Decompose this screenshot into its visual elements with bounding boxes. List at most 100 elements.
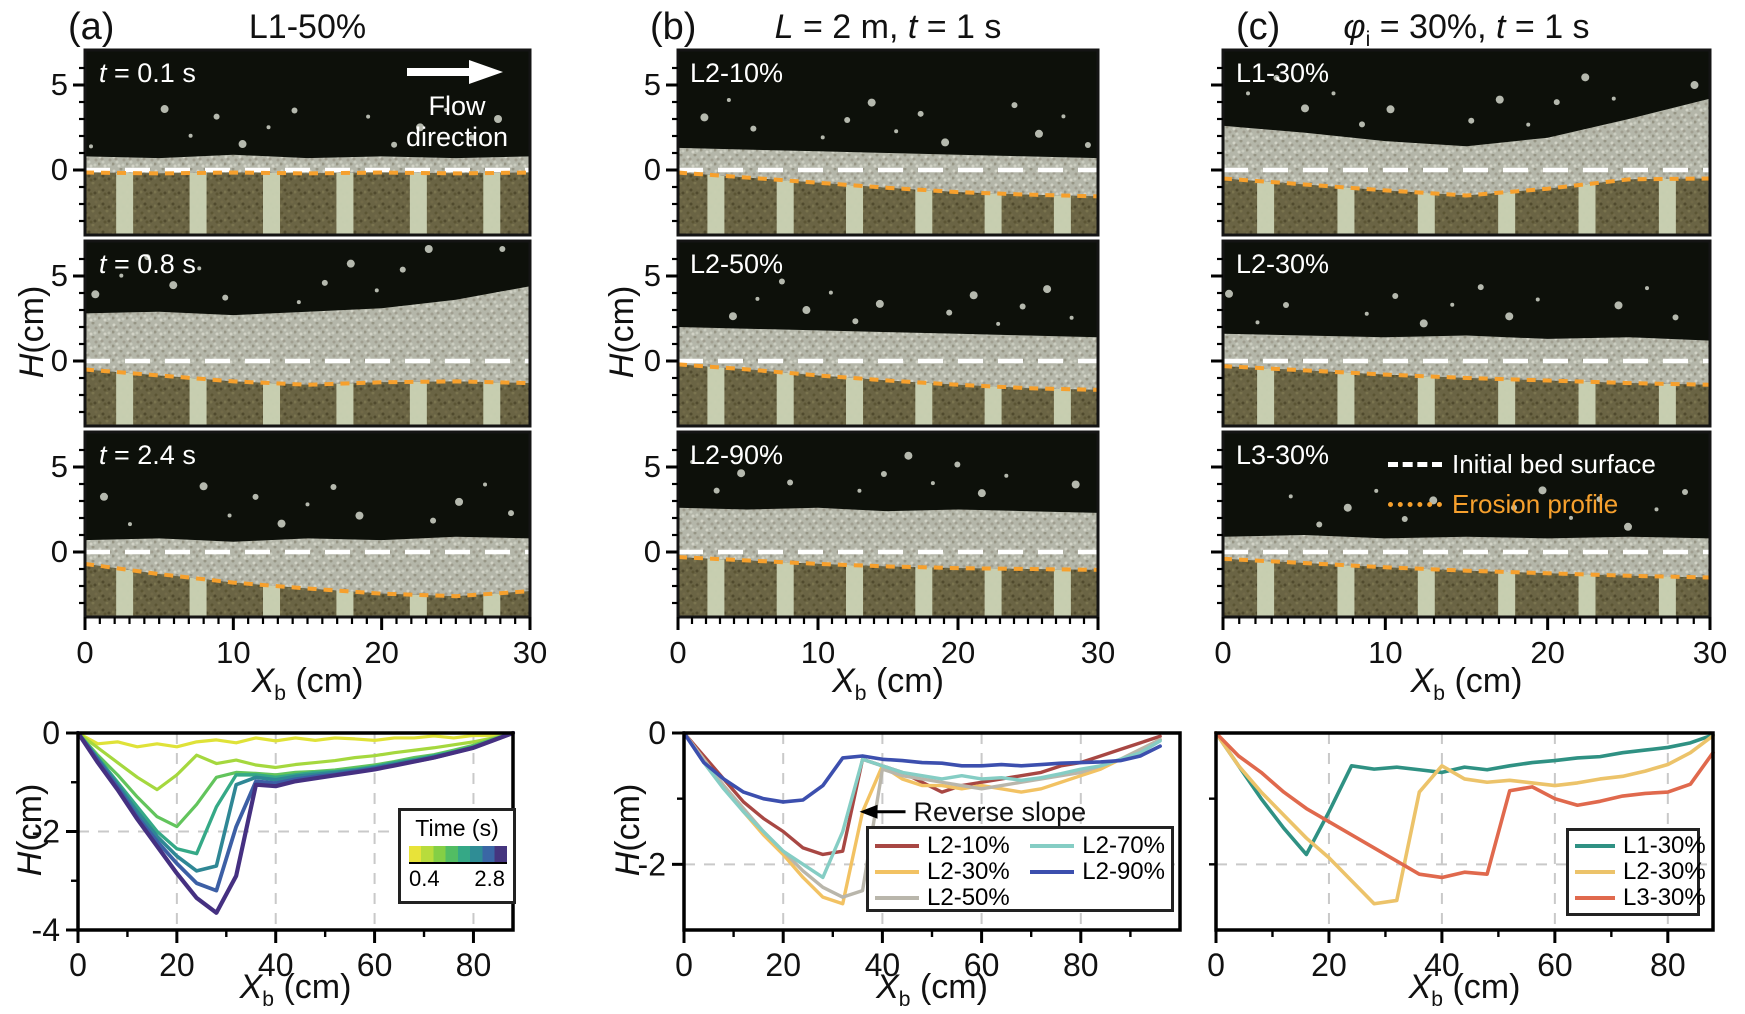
curve-L2-30%	[682, 731, 1162, 906]
photo-label-b3: L2-90%	[690, 440, 784, 470]
curve-L2-30%	[1214, 731, 1715, 906]
svg-text:30: 30	[1693, 635, 1727, 670]
panel-tag-a: (a)	[68, 6, 115, 48]
panel-title-a: L1-50%	[248, 8, 367, 46]
chart3-legend: L1-30% L2-30% L3-30%	[1566, 828, 1706, 916]
svg-text:0: 0	[76, 635, 93, 670]
line-swatch	[1575, 896, 1615, 900]
svg-text:0: 0	[1214, 635, 1231, 670]
svg-text:5: 5	[644, 449, 661, 484]
photo-panel-c1	[1211, 48, 1712, 237]
curve-t = 0.8 s	[76, 731, 515, 792]
svg-text:0: 0	[51, 152, 68, 187]
photo-label-a2: t = 0.8 s	[99, 249, 196, 279]
svg-text:80: 80	[1650, 947, 1686, 983]
legend-item: L2-70%	[1030, 832, 1165, 859]
legend-label: L3-30%	[1623, 884, 1706, 911]
photo-panel-b2: 05	[644, 239, 1100, 428]
chart2-legend: L2-10% L2-30% L2-50% L2-70% L2-90%	[866, 826, 1174, 912]
svg-text:0: 0	[675, 947, 693, 983]
chart-3: 0 20 40 60 80	[1207, 731, 1715, 983]
chart-2: 0 20 40 60 80 0 -2 Reverse slope	[638, 715, 1182, 983]
svg-text:60: 60	[357, 947, 393, 983]
erosion-profile-line	[84, 367, 531, 387]
legend-label: L1-30%	[1623, 832, 1706, 859]
legend-label: L2-50%	[927, 884, 1010, 911]
svg-text:80: 80	[1063, 947, 1099, 983]
time-legend-title: Time (s)	[415, 815, 499, 841]
line-swatch	[1030, 870, 1075, 874]
bed-legend: Initial bed surface Erosion profile	[1388, 444, 1656, 524]
line-swatch	[1575, 870, 1615, 874]
svg-text:5: 5	[51, 449, 68, 484]
erosion-profile-line	[677, 555, 1099, 572]
line-swatch	[875, 896, 919, 900]
svg-text:20: 20	[364, 635, 398, 670]
bed-legend-erosion-label: Erosion profile	[1452, 488, 1619, 519]
reverse-slope-label: Reverse slope	[914, 797, 1087, 827]
erosion-profile-line	[1222, 176, 1711, 198]
chart1-xlabel: Xb (cm)	[239, 968, 352, 1011]
svg-text:5: 5	[51, 258, 68, 293]
chart2-xlabel: Xb (cm)	[876, 968, 988, 1011]
photo-label-a3: t = 2.4 s	[99, 440, 196, 470]
svg-text:-2: -2	[638, 846, 666, 882]
legend-label: L2-30%	[1623, 858, 1706, 885]
bed-legend-initial-label: Initial bed surface	[1452, 448, 1656, 479]
photo-panel-c3	[1211, 430, 1712, 619]
panel-tag-b: (b)	[650, 6, 697, 48]
curve-L3-30%	[1214, 731, 1715, 880]
reverse-slope-arrow-icon	[859, 804, 878, 819]
panel-tag-c: (c)	[1236, 6, 1281, 48]
time-colorbar	[409, 846, 507, 864]
svg-text:0: 0	[648, 715, 666, 751]
legend-item: L3-30%	[1575, 884, 1706, 911]
panel-title-c: φi = 30%, t = 1 s	[1343, 8, 1590, 51]
svg-text:40: 40	[258, 947, 294, 983]
photo-xlabel-c: Xb (cm)	[1410, 662, 1523, 705]
photo-panel-b3: 05	[644, 430, 1100, 619]
photo-label-c2: L2-30%	[1236, 249, 1330, 279]
time-colorbar-legend: Time (s) 0.4 2.8	[398, 808, 516, 904]
svg-text:10: 10	[1368, 635, 1402, 670]
svg-text:5: 5	[644, 258, 661, 293]
curve-t = 2.8 s	[75, 730, 516, 915]
svg-text:5: 5	[51, 67, 68, 102]
bed-marker-stripes	[707, 557, 1071, 617]
svg-text:20: 20	[1311, 947, 1347, 983]
erosion-profile-line	[677, 362, 1099, 392]
photo-panel-a3: 05	[51, 430, 532, 619]
legend-item: L2-30%	[1575, 858, 1706, 885]
svg-text:20: 20	[765, 947, 801, 983]
svg-text:-2: -2	[32, 814, 60, 850]
legend-item: L2-30%	[875, 858, 1028, 885]
photo-panel-a2: 05	[51, 239, 532, 428]
curve-L1-30%	[1214, 731, 1715, 857]
line-swatch	[875, 844, 919, 848]
svg-text:60: 60	[1537, 947, 1573, 983]
line-swatch	[875, 870, 919, 874]
svg-text:0: 0	[644, 152, 661, 187]
photo-label-b1: L2-10%	[690, 58, 784, 88]
bed-legend-initial-row: Initial bed surface	[1388, 444, 1656, 484]
svg-text:0: 0	[42, 715, 60, 751]
svg-text:30: 30	[513, 635, 547, 670]
svg-text:10: 10	[216, 635, 250, 670]
time-min-label: 0.4	[409, 866, 440, 891]
legend-label: L2-30%	[927, 858, 1010, 885]
erosion-profile-line	[1222, 364, 1711, 387]
photo-ylabel-a: H (cm)	[12, 285, 51, 379]
svg-text:0: 0	[51, 534, 68, 569]
photo-label-c1: L1-30%	[1236, 58, 1330, 88]
svg-text:0: 0	[644, 343, 661, 378]
legend-item: L2-10%	[875, 832, 1028, 859]
curve-L2-90%	[682, 731, 1162, 804]
initial-bed-dash-icon	[1388, 461, 1442, 467]
svg-text:0: 0	[69, 947, 87, 983]
svg-text:40: 40	[865, 947, 901, 983]
svg-text:0: 0	[669, 635, 686, 670]
bed-marker-stripes	[1257, 178, 1676, 235]
erosion-profile-line	[1222, 556, 1711, 580]
